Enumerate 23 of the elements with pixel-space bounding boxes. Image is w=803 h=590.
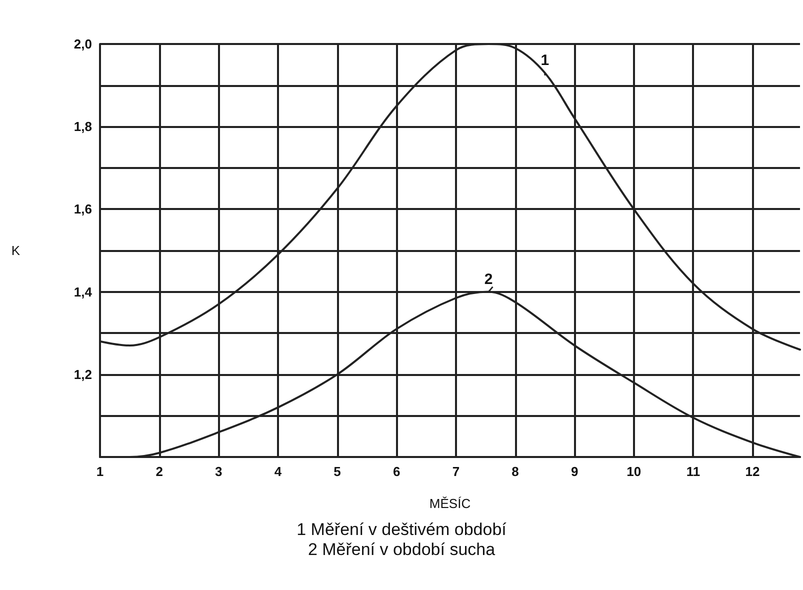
text: 1 Měření v deštivém období (296, 520, 508, 540)
y-tick-label: 1,4 (74, 284, 93, 300)
x-tick-label: 2 (156, 464, 163, 479)
x-tick-label: 6 (392, 464, 400, 479)
y-tick-label: 1,6 (74, 202, 92, 217)
y-tick-label: 1,2 (74, 366, 92, 382)
x-tick-label: 4 (274, 464, 282, 479)
x-axis-title: MĚSÍC (429, 496, 471, 511)
x-tick-label: 12 (745, 464, 760, 479)
x-tick-label: 8 (512, 464, 519, 479)
y-tick-label: 2,0 (74, 36, 92, 52)
x-tick-label: 11 (686, 464, 700, 479)
series-label: 1 (540, 52, 550, 69)
x-tick-label: 1 (96, 464, 104, 479)
y-tick-label: 1,8 (74, 119, 92, 134)
y-axis-title: K (11, 243, 20, 258)
x-tick-label: 3 (215, 464, 222, 479)
x-tick-label: 5 (334, 464, 341, 479)
legend-label: 2 (484, 270, 493, 288)
x-tick-label: 10 (626, 464, 642, 479)
text: 2 Měření v období sucha (306, 540, 496, 560)
x-tick-label: 7 (452, 464, 460, 479)
x-tick-label: 9 (570, 464, 578, 479)
